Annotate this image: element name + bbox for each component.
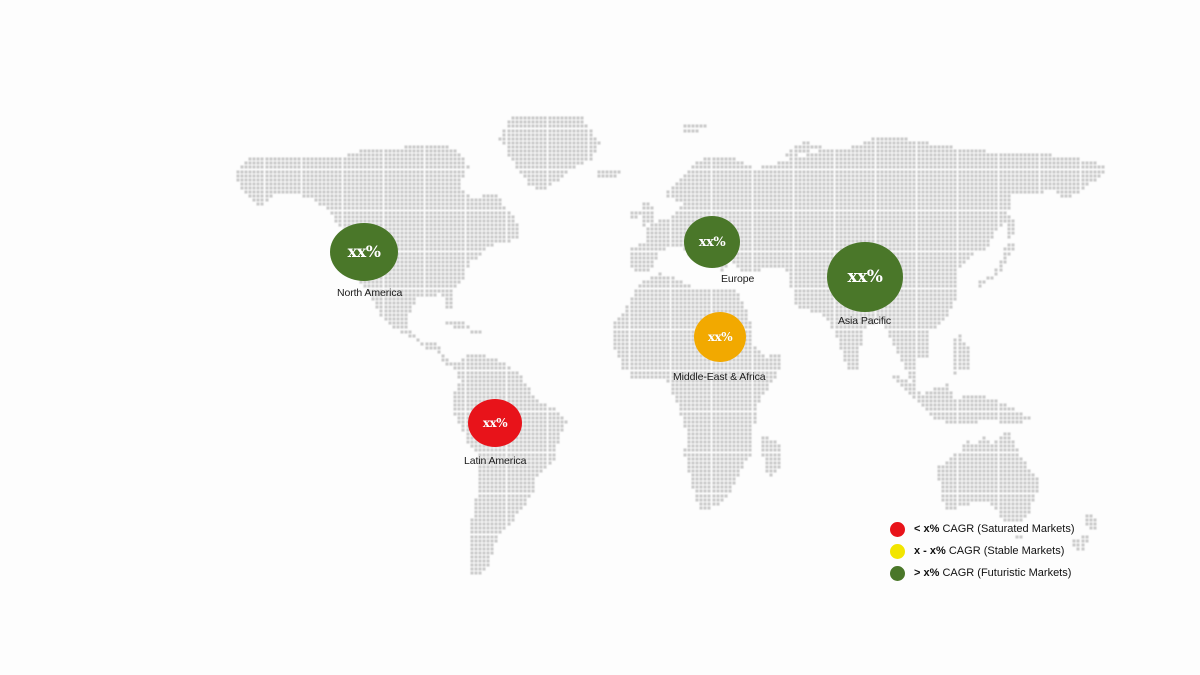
legend-item-saturated[interactable]: < x% CAGR (Saturated Markets) — [890, 518, 1074, 540]
legend-item-stable[interactable]: x - x% CAGR (Stable Markets) — [890, 540, 1074, 562]
legend-threshold: > x% — [914, 567, 940, 579]
legend-description: CAGR (Stable Markets) — [945, 545, 1065, 557]
legend-swatch-stable-icon — [890, 543, 905, 559]
region-label: Europe — [721, 273, 755, 285]
region-value: xx% — [482, 416, 508, 430]
legend-threshold: x - x% — [914, 545, 946, 557]
legend-description: CAGR (Saturated Markets) — [939, 523, 1075, 535]
region-bubble-asia-pacific[interactable]: xx% — [827, 242, 903, 312]
region-label: North America — [337, 287, 403, 299]
legend-label: x - x% CAGR (Stable Markets) — [914, 545, 1064, 557]
legend-swatch-futuristic-icon — [890, 565, 905, 581]
region-bubble-latin-america[interactable]: xx% — [468, 399, 522, 447]
region-bubble-middle-east-africa[interactable]: xx% — [694, 312, 746, 362]
region-value: xx% — [698, 234, 726, 250]
legend-label: > x% CAGR (Futuristic Markets) — [914, 567, 1071, 579]
region-bubble-europe[interactable]: xx% — [684, 216, 740, 268]
legend-threshold: < x% — [914, 523, 940, 535]
legend-label: < x% CAGR (Saturated Markets) — [914, 523, 1074, 535]
region-value: xx% — [847, 266, 883, 287]
region-bubble-north-america[interactable]: xx% — [330, 223, 398, 281]
region-label: Asia Pacific — [838, 315, 892, 327]
region-label: Latin America — [464, 455, 527, 467]
region-label: Middle-East & Africa — [673, 371, 766, 383]
region-value: xx% — [347, 242, 381, 261]
legend-description: CAGR (Futuristic Markets) — [939, 567, 1072, 579]
legend-item-futuristic[interactable]: > x% CAGR (Futuristic Markets) — [890, 562, 1074, 584]
legend-swatch-saturated-icon — [890, 521, 905, 537]
legend: < x% CAGR (Saturated Markets) x - x% CAGR… — [890, 518, 1074, 584]
region-value: xx% — [707, 330, 733, 344]
